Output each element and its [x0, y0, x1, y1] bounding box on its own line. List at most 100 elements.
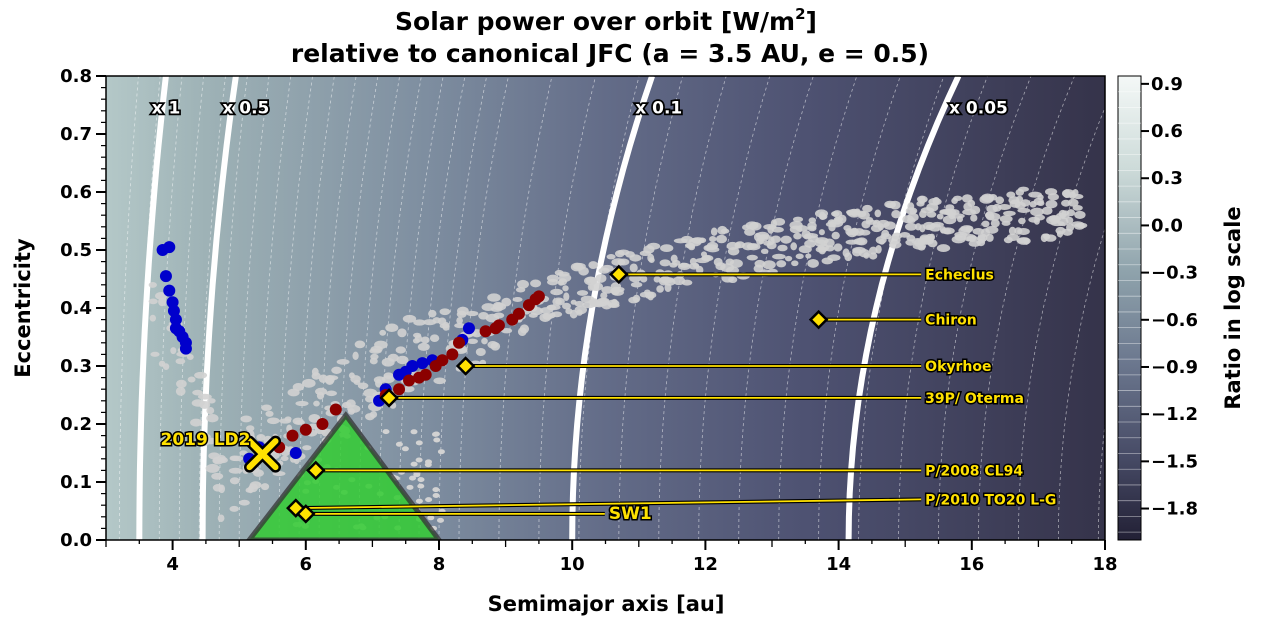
- population-point: [630, 281, 643, 288]
- population-point: [985, 225, 999, 234]
- population-point: [746, 254, 758, 261]
- population-point: [762, 260, 776, 270]
- population-point: [563, 292, 570, 301]
- population-point: [594, 300, 605, 308]
- population-point: [876, 219, 890, 228]
- population-point: [432, 493, 440, 498]
- population-point: [1061, 228, 1073, 236]
- population-point: [828, 223, 836, 232]
- population-point: [1015, 188, 1025, 196]
- power-contour-line: [569, 76, 655, 540]
- population-point: [904, 222, 918, 231]
- population-point: [863, 252, 870, 259]
- y-tick-label: 0.0: [60, 530, 92, 551]
- colorbar-tick-label: −0.3: [1151, 263, 1198, 284]
- population-point: [818, 246, 827, 255]
- population-point: [1030, 207, 1044, 217]
- population-point: [1040, 233, 1048, 243]
- population-point: [803, 234, 813, 240]
- population-point: [490, 306, 503, 312]
- population-point: [709, 236, 717, 243]
- population-point: [844, 252, 853, 262]
- red-point: [489, 322, 502, 335]
- population-point: [256, 433, 266, 441]
- population-point: [970, 214, 978, 222]
- population-point: [601, 264, 614, 272]
- population-point: [777, 244, 788, 252]
- blue-point: [416, 357, 429, 370]
- population-point: [715, 234, 728, 244]
- body-marker: [306, 460, 326, 481]
- population-point: [428, 309, 437, 318]
- population-point: [517, 279, 529, 289]
- x-tick-label: 16: [959, 554, 984, 575]
- y-axis: 0.0 0.1 0.2 0.3 0.4 0.5 0.6 0.7 0.8: [60, 66, 106, 551]
- contour-multiplier-label: x 0.5: [222, 99, 269, 119]
- population-point: [437, 317, 447, 326]
- population-point: [843, 224, 852, 232]
- population-point: [261, 404, 273, 411]
- population-point: [1006, 191, 1016, 198]
- x-axis-label: Semimajor axis [au]: [488, 592, 725, 616]
- population-point: [228, 467, 243, 474]
- red-point: [446, 348, 459, 361]
- population-point: [606, 299, 620, 308]
- body-marker: [296, 504, 316, 524]
- y-axis-label: Eccentricity: [11, 238, 35, 378]
- population-point: [950, 213, 965, 219]
- population-point: [175, 358, 186, 365]
- population-point: [754, 259, 766, 268]
- population-point: [387, 353, 399, 362]
- population-point: [572, 262, 586, 271]
- chart-title: Solar power over orbit [W/m2] relative t…: [291, 5, 929, 68]
- population-point: [1058, 209, 1067, 219]
- population-point: [369, 357, 378, 365]
- population-point: [776, 260, 787, 268]
- population-point: [696, 265, 704, 275]
- population-point: [396, 355, 409, 365]
- y-tick-label: 0.6: [60, 182, 92, 203]
- blue-point: [462, 322, 475, 335]
- population-point: [927, 239, 938, 248]
- population-point: [539, 313, 552, 322]
- population-point: [203, 434, 211, 440]
- body-marker: [455, 356, 476, 376]
- population-point: [456, 316, 463, 325]
- population-point: [1017, 207, 1031, 214]
- population-point: [466, 310, 479, 317]
- red-point: [436, 354, 449, 367]
- population-point: [238, 499, 250, 506]
- population-point: [295, 400, 309, 407]
- population-point: [907, 212, 919, 222]
- population-point: [207, 398, 216, 404]
- colorbar-tick-label: −1.8: [1151, 499, 1198, 520]
- population-point: [432, 431, 439, 437]
- population-point: [481, 337, 488, 345]
- body-label: 39P/ Oterma: [925, 391, 1024, 407]
- iso-power-dashed-curve: [778, 76, 858, 540]
- population-point: [692, 262, 700, 269]
- population-point: [986, 213, 995, 221]
- population-point: [417, 483, 425, 489]
- population-point: [972, 228, 985, 235]
- svg-text:Solar power over orbit [W/m2]: Solar power over orbit [W/m2]: [395, 5, 817, 36]
- population-point: [550, 288, 563, 296]
- iso-power-dashed-curve: [818, 76, 901, 540]
- population-cloud: [148, 186, 1088, 531]
- population-point: [206, 406, 215, 415]
- population-point: [865, 216, 874, 223]
- population-point: [325, 390, 338, 397]
- population-point: [218, 457, 228, 464]
- population-point: [439, 308, 451, 316]
- population-point: [831, 231, 840, 240]
- population-point: [1062, 189, 1071, 199]
- population-point: [267, 417, 280, 425]
- population-point: [889, 200, 901, 210]
- population-point: [1074, 210, 1086, 219]
- population-point: [807, 225, 817, 232]
- population-point: [519, 324, 530, 334]
- body-leader-line: [295, 498, 922, 509]
- population-point: [1001, 220, 1011, 226]
- population-point: [1023, 237, 1030, 245]
